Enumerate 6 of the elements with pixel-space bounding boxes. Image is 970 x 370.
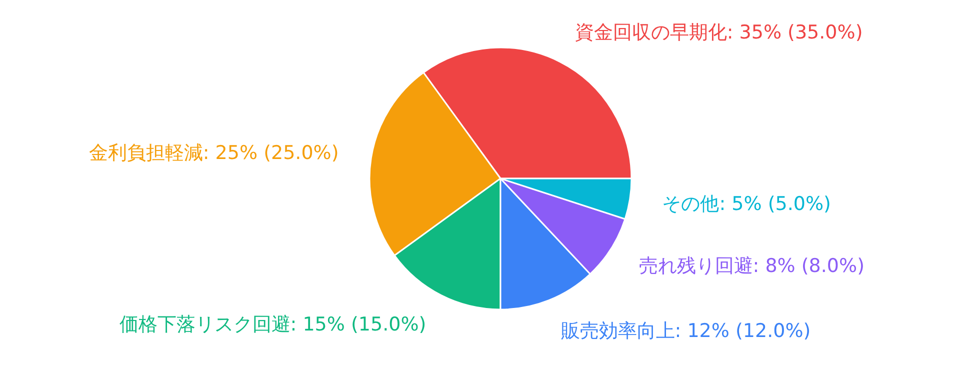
slice-label: 資金回収の早期化: 35% (35.0%) xyxy=(574,22,863,44)
slice-label: 売れ残り回避: 8% (8.0%) xyxy=(638,255,864,278)
slice-label: 金利負担軽減: 25% (25.0%) xyxy=(88,142,339,164)
slice-label: 販売効率向上: 12% (12.0%) xyxy=(560,320,811,342)
slice-label: その他: 5% (5.0%) xyxy=(662,193,831,216)
slice-label: 価格下落リスク回避: 15% (15.0%) xyxy=(119,313,426,336)
